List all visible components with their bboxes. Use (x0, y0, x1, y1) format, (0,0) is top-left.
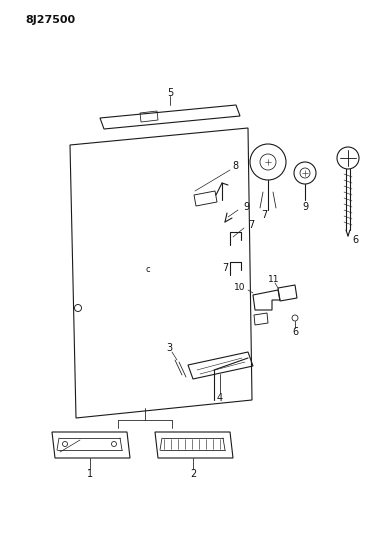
Text: 3: 3 (166, 343, 172, 353)
Text: 7: 7 (261, 210, 267, 220)
Text: 6: 6 (292, 327, 298, 337)
Text: 1: 1 (87, 469, 93, 479)
Text: 7: 7 (248, 220, 254, 230)
Text: 8J27500: 8J27500 (25, 15, 75, 25)
Text: 7: 7 (222, 263, 228, 273)
Text: 2: 2 (190, 469, 196, 479)
Text: 5: 5 (167, 88, 173, 98)
Text: 9: 9 (243, 202, 249, 212)
Text: 4: 4 (217, 393, 223, 403)
Text: 9: 9 (302, 202, 308, 212)
Text: c: c (146, 265, 150, 274)
Text: 6: 6 (352, 235, 358, 245)
Text: 11: 11 (268, 276, 280, 285)
Text: 10: 10 (234, 282, 246, 292)
Text: 8: 8 (232, 161, 238, 171)
